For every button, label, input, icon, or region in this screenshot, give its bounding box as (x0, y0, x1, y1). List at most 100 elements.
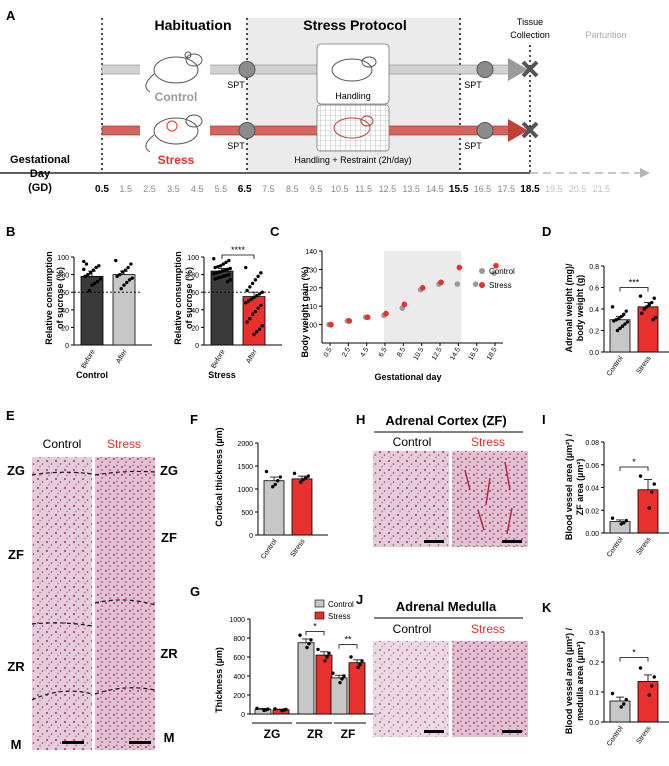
gd-tick-labels: 0.5 1.5 2.5 3.5 4.5 5.5 6.5 7.5 8.5 9.5 10.5 11.5 12… (95, 184, 610, 195)
panel-i-letter: I (542, 412, 546, 427)
data-point (638, 294, 643, 298)
y-tick-label: 0.00 (585, 531, 599, 538)
gd-tick-label: 16.5 (474, 184, 492, 194)
data-point (259, 303, 263, 308)
zone-zg-left: ZG (7, 463, 25, 478)
y-tick-label: 200 (233, 693, 245, 700)
panel-b-left-ylabel-1: Relative consumption (44, 251, 54, 345)
data-point (299, 480, 303, 484)
significance-bracket (338, 644, 358, 649)
data-point (612, 319, 616, 323)
data-point (95, 279, 100, 284)
data-point (623, 322, 627, 326)
data-point (119, 286, 123, 291)
data-point (645, 305, 649, 309)
panel-g-letter: G (190, 584, 200, 599)
stress-adrenal-image (95, 457, 155, 750)
panel-e-control-title: Control (43, 437, 82, 451)
data-point (224, 273, 228, 278)
data-point (647, 693, 651, 697)
bar (210, 270, 234, 346)
data-point (126, 265, 130, 270)
legend-stress-label: Stress (489, 281, 512, 290)
legend-control-marker (479, 268, 485, 274)
data-point (647, 303, 651, 307)
y-tick-label: 80 (61, 273, 69, 280)
data-point (223, 268, 227, 272)
significance-label: * (632, 648, 636, 658)
x-tick-label: 0.5 (323, 346, 334, 358)
scale-bar-stress (129, 741, 151, 744)
y-tick-label: 0 (249, 533, 253, 540)
y-tick-label: 100 (187, 255, 199, 262)
stress-track-arrowhead (508, 119, 528, 142)
panel-i-ylabel-1: Blood vessel area (µm²) / (564, 433, 574, 540)
group-label: ZG (264, 727, 281, 741)
zone-zr-left: ZR (7, 659, 25, 674)
y-tick-label: 140 (305, 249, 317, 256)
data-point (227, 272, 231, 277)
y-tick-label: 40 (191, 308, 199, 315)
data-point (276, 479, 280, 483)
x-tick-label: Control (260, 538, 279, 561)
chart-k: 0.0 0.1 0.2 0.3 Control Stress * (589, 630, 669, 748)
data-point (642, 307, 646, 311)
x-tick-label: Control (606, 725, 625, 748)
data-point (82, 259, 86, 264)
panel-j: J Adrenal Medulla Control Stress (356, 592, 528, 737)
data-point (307, 642, 311, 646)
data-point (256, 306, 260, 310)
control-track-arrowhead (508, 58, 528, 81)
gd-tick-label: 13.5 (402, 184, 420, 194)
x-tick-label: 18.5 (486, 346, 499, 361)
zone-zf-right: ZF (161, 530, 177, 545)
handling-rat-icon (331, 56, 377, 82)
x-tick-label: After (245, 348, 259, 365)
data-point (213, 265, 217, 270)
gd-tick-label: 15.5 (449, 184, 469, 195)
tissue-label: Tissue (517, 17, 543, 27)
data-point (619, 705, 623, 709)
x-tick-label: 14.5 (449, 346, 462, 361)
data-point (224, 260, 228, 264)
data-point (619, 522, 623, 526)
data-point (360, 659, 364, 663)
panel-j-title: Adrenal Medulla (396, 599, 497, 614)
panel-i: I Blood vessel area (µm²) / ZF area (µm²… (542, 412, 669, 559)
panel-h-title: Adrenal Cortex (ZF) (385, 413, 506, 428)
control-point (491, 270, 497, 276)
stress-spt-node-2 (476, 122, 494, 139)
data-point (610, 516, 615, 520)
panel-f-letter: F (190, 412, 198, 427)
data-point (280, 708, 284, 713)
gd-tick-label: 20.5 (569, 184, 587, 194)
x-tick-label: 4.5 (359, 346, 370, 358)
zf-stress-image (452, 451, 528, 547)
medulla-stress-image (452, 641, 528, 737)
data-point (221, 274, 226, 279)
data-point (650, 684, 654, 688)
panel-d-ylabel-2: body weight (g) (575, 275, 585, 342)
restraint-box (316, 104, 390, 152)
gd-axis-arrowhead (640, 168, 650, 178)
gd-tick-label: 2.5 (143, 184, 156, 194)
bar (637, 681, 659, 723)
chart-b-stress: 0 20 40 60 80 100 Before After **** (187, 245, 282, 370)
restraint-rat-icon (333, 115, 374, 139)
y-tick-label: 130 (305, 267, 317, 274)
gd-title-line1: Gestational (10, 154, 70, 166)
data-point (94, 265, 98, 270)
gd-tick-label: 6.5 (238, 184, 252, 195)
panel-b: B Relative consumption of sucrose (%) 0 2… (6, 224, 282, 380)
control-spt-node-1 (238, 61, 256, 78)
control-adrenal-image (32, 457, 92, 750)
stress-point (401, 301, 408, 308)
panel-b-stress-group: Stress (208, 370, 236, 380)
zone-m-right: M (164, 730, 175, 745)
data-point (216, 276, 220, 280)
zone-zr-right: ZR (160, 646, 178, 661)
stress-point (419, 285, 426, 291)
data-point (82, 267, 86, 272)
y-tick-label: 0.0 (589, 720, 599, 727)
stress-point (493, 262, 499, 269)
